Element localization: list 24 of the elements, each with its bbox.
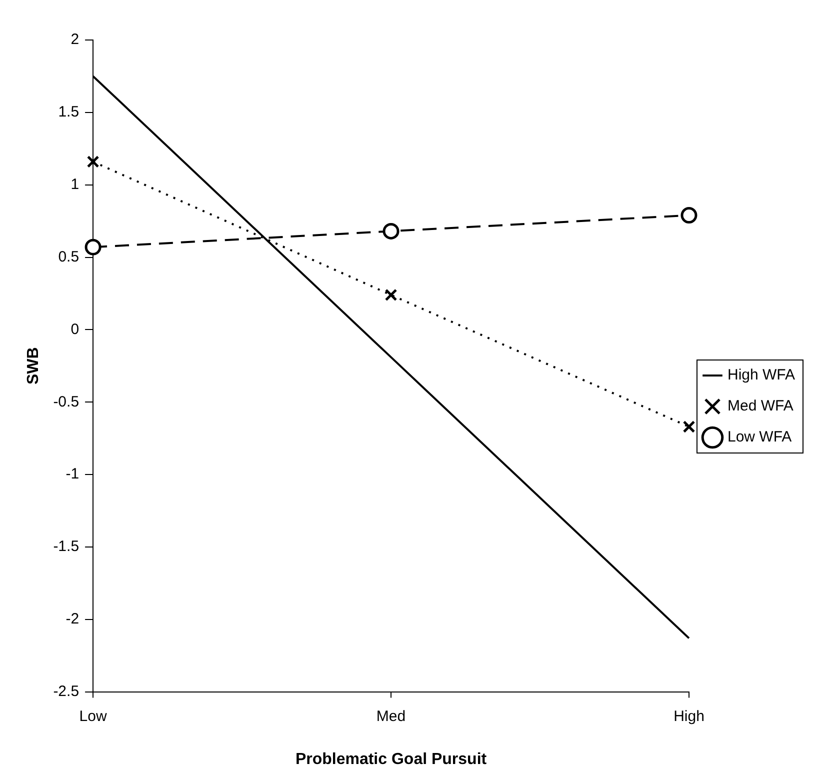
point <box>86 155 100 168</box>
point <box>680 207 698 224</box>
y-tick-label: -1.5 <box>53 538 80 556</box>
y-tick-label: 0 <box>70 320 80 338</box>
y-tick-label: -2.5 <box>53 682 80 700</box>
y-tick-label: 0.5 <box>58 248 80 266</box>
y-tick-label: -0.5 <box>53 393 80 410</box>
legend-label: Med WFA <box>727 398 794 415</box>
y-axis-title: SWB <box>25 347 42 385</box>
y-tick-label: -2 <box>66 610 80 628</box>
y-tick-label: -1 <box>66 466 80 483</box>
x-tick-label: Low <box>79 708 107 725</box>
x-axis-title: Problematic Goal Pursuit <box>295 750 488 768</box>
x-tick-label: High <box>674 708 704 725</box>
point <box>382 222 400 240</box>
legend-label: High WFA <box>727 366 795 384</box>
legend-label: Low WFA <box>727 428 792 446</box>
y-tick-label: 1.5 <box>58 104 80 121</box>
point <box>384 288 398 302</box>
point <box>84 238 102 256</box>
y-tick-label: 1 <box>70 176 80 193</box>
point <box>682 420 696 433</box>
x-tick-label: Med <box>376 708 406 725</box>
y-tick-label: 2 <box>70 31 80 48</box>
